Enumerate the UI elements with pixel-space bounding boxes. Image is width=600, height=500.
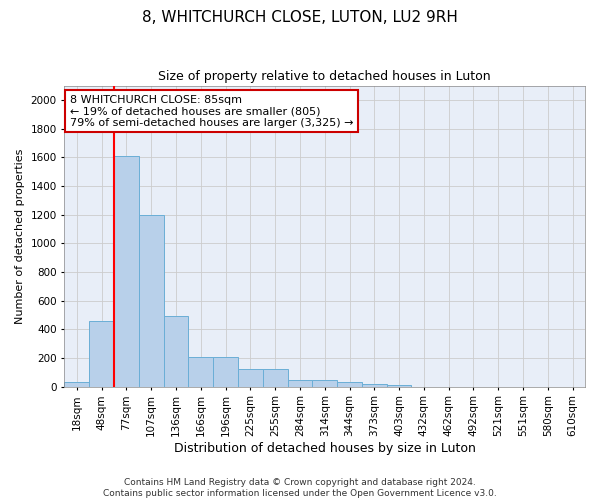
- Bar: [263, 369, 287, 386]
- Text: 8 WHITCHURCH CLOSE: 85sqm
← 19% of detached houses are smaller (805)
79% of semi: 8 WHITCHURCH CLOSE: 85sqm ← 19% of detac…: [70, 94, 353, 128]
- Bar: [64, 382, 89, 386]
- X-axis label: Distribution of detached houses by size in Luton: Distribution of detached houses by size …: [174, 442, 476, 455]
- Bar: [337, 382, 362, 386]
- Y-axis label: Number of detached properties: Number of detached properties: [15, 148, 25, 324]
- Bar: [188, 356, 213, 386]
- Bar: [164, 316, 188, 386]
- Bar: [287, 380, 313, 386]
- Bar: [386, 385, 412, 386]
- Title: Size of property relative to detached houses in Luton: Size of property relative to detached ho…: [158, 70, 491, 83]
- Bar: [313, 380, 337, 386]
- Bar: [139, 214, 164, 386]
- Bar: [213, 356, 238, 386]
- Text: Contains HM Land Registry data © Crown copyright and database right 2024.
Contai: Contains HM Land Registry data © Crown c…: [103, 478, 497, 498]
- Bar: [114, 156, 139, 386]
- Bar: [89, 320, 114, 386]
- Text: 8, WHITCHURCH CLOSE, LUTON, LU2 9RH: 8, WHITCHURCH CLOSE, LUTON, LU2 9RH: [142, 10, 458, 25]
- Bar: [238, 369, 263, 386]
- Bar: [362, 384, 386, 386]
